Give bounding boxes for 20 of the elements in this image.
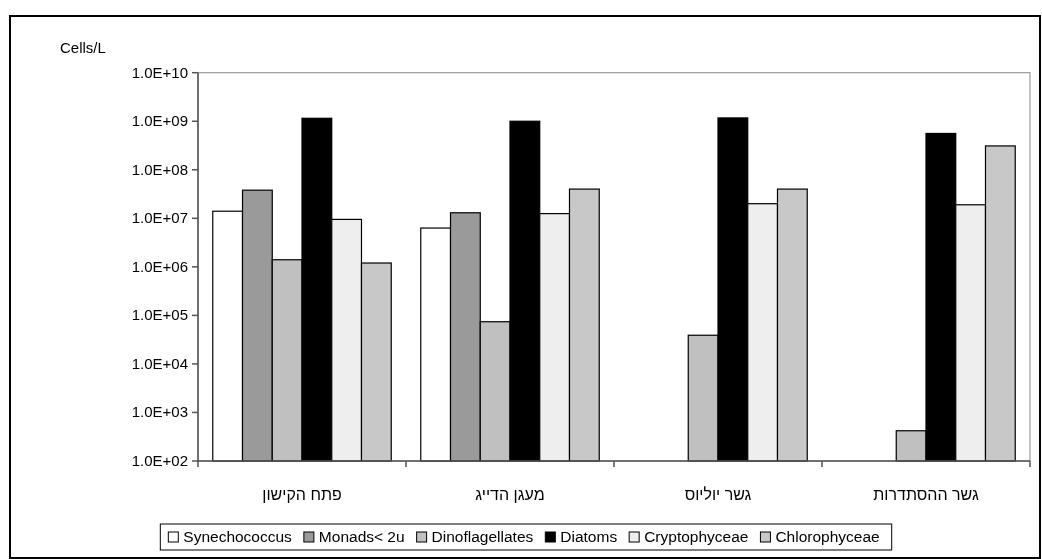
y-tick-label: 1.0E+10 bbox=[131, 63, 188, 81]
y-tick-label: 1.0E+08 bbox=[131, 160, 188, 178]
y-axis-title: Cells/L bbox=[60, 39, 106, 56]
legend-label: Dinoflagellates bbox=[431, 528, 534, 545]
legend-label: Monads< 2u bbox=[318, 528, 405, 545]
y-tick-label: 1.0E+02 bbox=[131, 452, 188, 469]
y-tick-label: 1.0E+05 bbox=[131, 306, 188, 324]
x-tick-label: גשר יוליוס bbox=[684, 486, 752, 503]
legend-label: Synechococcus bbox=[183, 528, 293, 545]
y-tick-label: 1.0E+09 bbox=[131, 112, 188, 130]
y-tick-label: 1.0E+07 bbox=[131, 209, 188, 227]
legend-label: Diatoms bbox=[560, 528, 618, 545]
y-tick-label: 1.0E+06 bbox=[131, 257, 188, 275]
x-tick-label: מעגן הדייג bbox=[475, 486, 545, 503]
x-tick-label: פתח הקישון bbox=[262, 486, 342, 503]
y-tick-label: 1.0E+04 bbox=[131, 354, 188, 372]
y-tick-label: 1.0E+03 bbox=[131, 403, 188, 421]
legend-label: Chlorophyceae bbox=[775, 528, 880, 545]
legend-label: Cryptophyceae bbox=[644, 528, 749, 545]
x-tick-label: גשר ההסתדרות bbox=[873, 486, 979, 503]
